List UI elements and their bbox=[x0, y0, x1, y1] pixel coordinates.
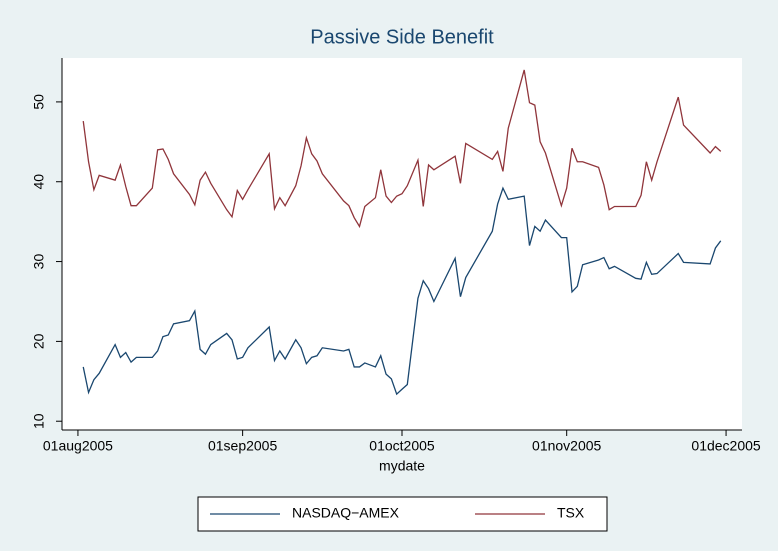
x-tick-label: 01aug2005 bbox=[43, 438, 113, 454]
series-line bbox=[82, 69, 722, 229]
y-tick-label: 50 bbox=[31, 94, 47, 110]
x-tick-label: 01sep2005 bbox=[208, 438, 278, 454]
x-tick-label: 01dec2005 bbox=[691, 438, 761, 454]
y-tick-label: 40 bbox=[31, 174, 47, 190]
series-line bbox=[82, 186, 722, 396]
y-tick-label: 10 bbox=[31, 413, 47, 429]
y-tick-label: 20 bbox=[31, 333, 47, 349]
legend-label: NASDAQ−AMEX bbox=[292, 505, 400, 521]
plot-area bbox=[62, 58, 742, 430]
x-axis-label: mydate bbox=[379, 458, 425, 474]
x-tick-label: 01oct2005 bbox=[369, 438, 435, 454]
y-tick-label: 30 bbox=[31, 254, 47, 270]
x-tick-label: 01nov2005 bbox=[532, 438, 602, 454]
chart-title: Passive Side Benefit bbox=[310, 26, 494, 48]
legend-label: TSX bbox=[557, 505, 585, 521]
